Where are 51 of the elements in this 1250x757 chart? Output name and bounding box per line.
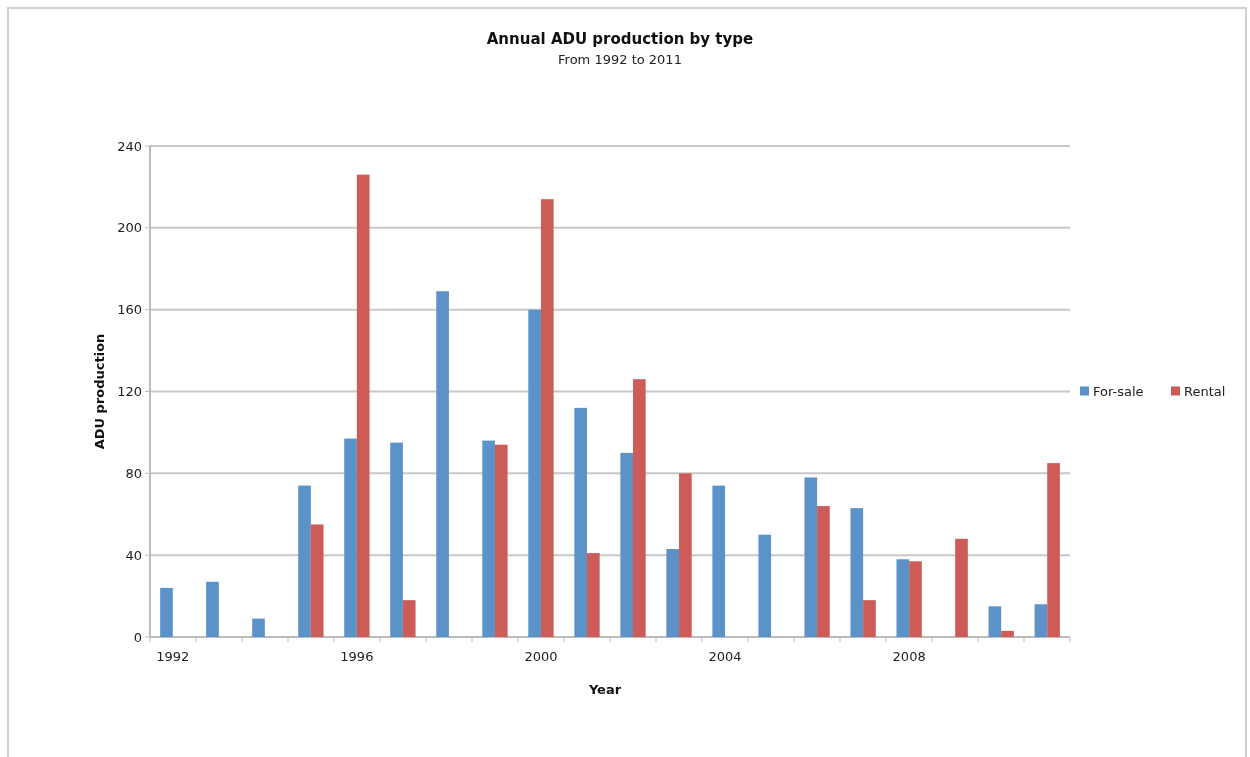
bar	[1034, 604, 1048, 637]
legend-label: For-sale	[1093, 384, 1144, 400]
y-tick-label: 200	[117, 220, 142, 236]
bar	[804, 477, 818, 637]
bar	[402, 600, 416, 637]
chart-title: Annual ADU production by type	[486, 30, 754, 48]
bar	[988, 606, 1002, 637]
bar	[863, 600, 876, 637]
bar	[909, 561, 922, 637]
y-tick-label: 240	[117, 138, 142, 154]
y-tick-label: 120	[117, 384, 142, 400]
bar	[712, 485, 726, 637]
y-axis-title: ADU production	[92, 333, 107, 450]
bar	[574, 407, 587, 637]
bar	[160, 587, 173, 637]
y-tick-label: 0	[133, 629, 142, 645]
bar	[356, 174, 370, 637]
bar	[817, 506, 830, 637]
bar	[206, 581, 219, 637]
bar	[298, 485, 311, 637]
x-tick-label: 2008	[892, 649, 926, 664]
bar	[310, 524, 324, 637]
bar	[1047, 463, 1060, 637]
bar	[758, 534, 772, 637]
x-tick-label: 1996	[340, 649, 374, 664]
bar	[252, 618, 265, 637]
bar	[390, 442, 403, 637]
x-axis-title: Year	[587, 682, 622, 697]
y-tick-label: 160	[117, 302, 142, 318]
x-tick-label: 2000	[524, 649, 558, 664]
bar	[679, 473, 692, 637]
bar	[528, 309, 541, 637]
bar	[666, 549, 680, 637]
chart-subtitle: From 1992 to 2011	[558, 52, 682, 67]
bar	[620, 452, 634, 637]
y-tick-label: 80	[125, 465, 142, 481]
bar	[344, 438, 357, 637]
bar	[540, 199, 554, 637]
y-tick-label: 40	[125, 547, 142, 563]
bar	[896, 559, 910, 637]
bar	[955, 538, 968, 637]
x-tick-label: 1992	[156, 649, 190, 664]
bar	[436, 291, 449, 637]
legend-label: Rental	[1184, 384, 1226, 400]
bar	[482, 440, 495, 637]
bar	[1001, 630, 1014, 637]
bar	[494, 444, 508, 637]
bar	[850, 508, 864, 637]
bar	[633, 379, 646, 637]
bar	[586, 553, 600, 637]
x-tick-label: 2004	[708, 649, 742, 664]
